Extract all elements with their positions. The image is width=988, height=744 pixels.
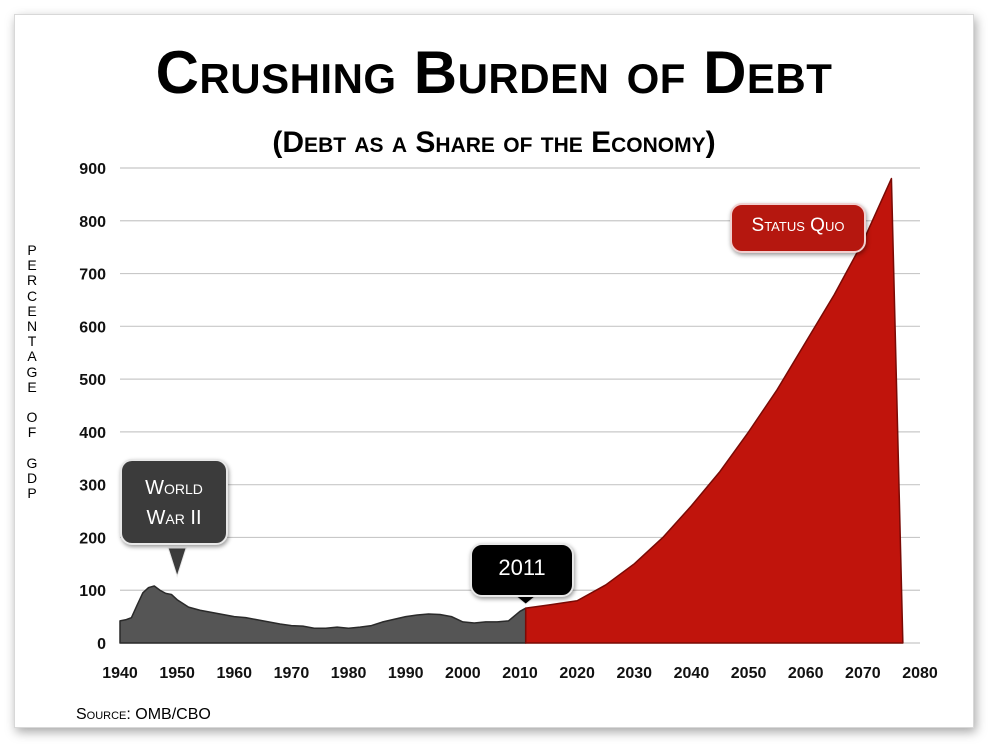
chart-title: Crushing Burden of Debt — [155, 39, 833, 106]
status-quo-callout: Status Quo — [730, 203, 866, 253]
chart-subtitle: (Debt as a Share of the Economy) — [272, 126, 716, 159]
x-tick-label: 1980 — [331, 665, 367, 682]
y-tick-label: 500 — [79, 372, 106, 389]
y-axis-label-letter: G — [26, 454, 38, 471]
y-tick-label: 800 — [79, 214, 106, 231]
status-quo-projection-area — [524, 177, 904, 644]
x-tick-label: 1990 — [388, 665, 424, 682]
world-war-ii-callout-line1: World — [145, 477, 203, 499]
year-2011-callout-pointer — [514, 595, 538, 605]
y-axis-label-letter: O — [26, 409, 38, 426]
x-tick-label: 2050 — [731, 665, 767, 682]
x-tick-label: 2040 — [674, 665, 710, 682]
y-tick-label: 300 — [79, 478, 106, 495]
source-note: Source: OMB/CBO — [76, 706, 211, 723]
x-tick-label: 1960 — [216, 665, 252, 682]
year-2011-callout: 2011 — [470, 543, 574, 597]
y-axis-label-letter: E — [27, 302, 37, 319]
y-axis-label-letter: E — [27, 257, 37, 274]
x-tick-label: 2030 — [616, 665, 652, 682]
y-axis-label-letter: P — [27, 242, 37, 258]
y-tick-label: 700 — [79, 267, 106, 284]
y-tick-label: 200 — [79, 530, 106, 547]
world-war-ii-callout: World War II — [120, 459, 228, 545]
y-tick-label: 0 — [97, 636, 106, 653]
y-axis-label-letter: C — [26, 287, 38, 304]
world-war-ii-callout-line2: War II — [146, 507, 202, 529]
y-axis-label-letter: P — [27, 485, 37, 502]
y-tick-label: 100 — [79, 583, 106, 600]
y-axis-label-letter: E — [27, 378, 37, 395]
y-tick-label: 400 — [79, 425, 106, 442]
x-tick-label: 2060 — [788, 665, 824, 682]
y-axis-label-letter: T — [27, 333, 37, 350]
x-tick-label: 1970 — [274, 665, 310, 682]
x-tick-label: 2010 — [502, 665, 538, 682]
x-tick-label: 2070 — [845, 665, 881, 682]
x-tick-label: 2080 — [902, 665, 938, 682]
y-axis-label-letter: R — [26, 272, 38, 289]
y-axis-label-letter: N — [26, 318, 38, 335]
x-tick-label: 2000 — [445, 665, 481, 682]
y-tick-label: 900 — [79, 161, 106, 178]
y-axis-label-letter: F — [27, 424, 37, 441]
y-axis-label-letter: D — [26, 470, 38, 487]
world-war-ii-callout-pointer — [167, 547, 187, 578]
x-tick-label: 2020 — [559, 665, 595, 682]
x-tick-label: 1950 — [159, 665, 195, 682]
y-axis-label-letter: G — [26, 363, 38, 380]
x-tick-label: 1940 — [102, 665, 138, 682]
historic-debt-area — [119, 585, 527, 644]
y-axis-label-letter: A — [27, 348, 37, 365]
y-tick-label: 600 — [79, 319, 106, 336]
